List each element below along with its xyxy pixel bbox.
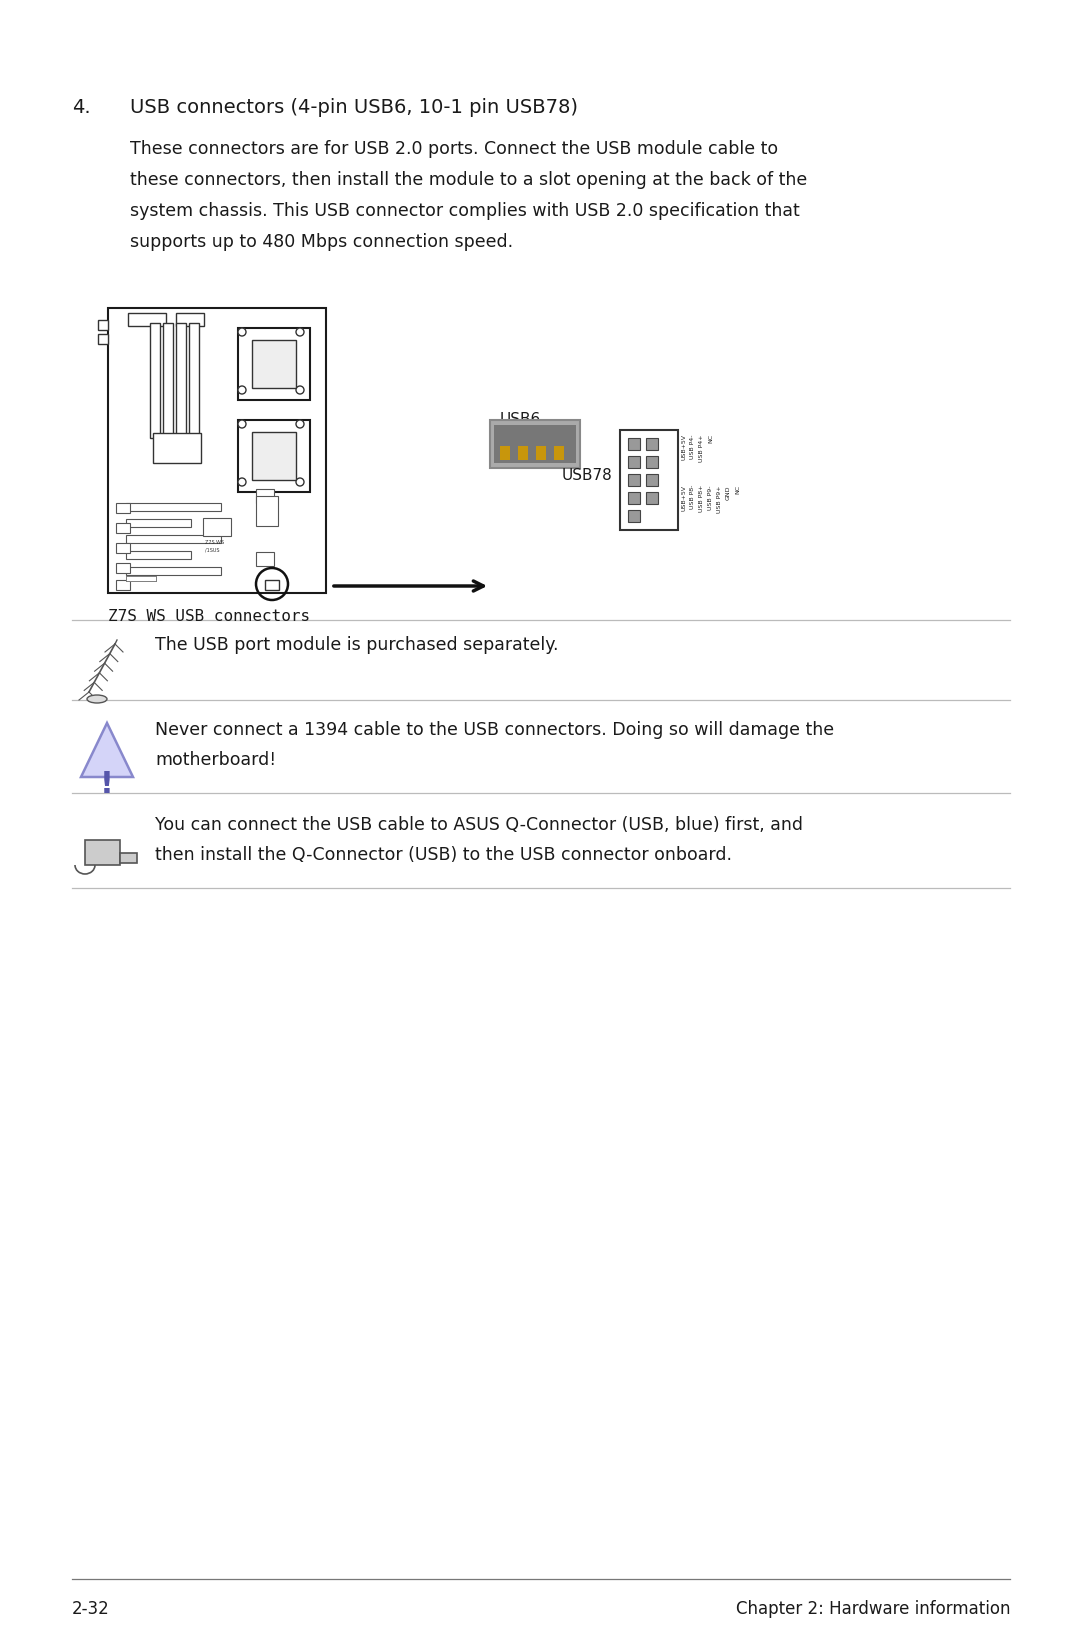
Bar bbox=[627, 456, 640, 469]
Bar bbox=[500, 446, 510, 460]
Text: system chassis. This USB connector complies with USB 2.0 specification that: system chassis. This USB connector compl… bbox=[130, 202, 800, 220]
Bar bbox=[627, 473, 640, 486]
Circle shape bbox=[296, 478, 303, 486]
Text: Chapter 2: Hardware information: Chapter 2: Hardware information bbox=[735, 1599, 1010, 1617]
Text: USB+5V: USB+5V bbox=[681, 485, 686, 511]
Text: Never connect a 1394 cable to the USB connectors. Doing so will damage the: Never connect a 1394 cable to the USB co… bbox=[156, 721, 834, 739]
Text: USB P9-: USB P9- bbox=[708, 485, 713, 509]
Bar bbox=[189, 324, 199, 438]
Bar bbox=[252, 340, 296, 387]
Bar bbox=[163, 324, 173, 438]
Polygon shape bbox=[81, 722, 133, 778]
Text: You can connect the USB cable to ASUS Q-Connector (USB, blue) first, and: You can connect the USB cable to ASUS Q-… bbox=[156, 817, 804, 835]
Bar bbox=[116, 522, 130, 534]
Bar bbox=[646, 438, 658, 451]
Bar bbox=[256, 552, 274, 566]
Text: !: ! bbox=[100, 770, 113, 799]
Bar bbox=[116, 543, 130, 553]
Bar bbox=[646, 473, 658, 486]
Text: USB connectors (4-pin USB6, 10-1 pin USB78): USB connectors (4-pin USB6, 10-1 pin USB… bbox=[130, 98, 578, 117]
Text: NC: NC bbox=[708, 434, 713, 443]
Bar bbox=[176, 324, 186, 438]
Text: USB P8-: USB P8- bbox=[690, 485, 696, 509]
Bar bbox=[126, 576, 156, 581]
Text: 2-32: 2-32 bbox=[72, 1599, 110, 1617]
Bar bbox=[176, 312, 204, 325]
Bar bbox=[256, 490, 274, 503]
Circle shape bbox=[296, 386, 303, 394]
Bar bbox=[150, 324, 160, 438]
Polygon shape bbox=[120, 853, 137, 862]
Bar bbox=[126, 566, 221, 574]
Text: these connectors, then install the module to a slot opening at the back of the: these connectors, then install the modul… bbox=[130, 171, 807, 189]
Bar bbox=[536, 446, 546, 460]
Circle shape bbox=[296, 329, 303, 337]
Bar bbox=[646, 491, 658, 504]
Text: GND: GND bbox=[726, 485, 731, 499]
Bar bbox=[494, 425, 576, 464]
Circle shape bbox=[238, 329, 246, 337]
Circle shape bbox=[238, 420, 246, 428]
Bar bbox=[126, 519, 191, 527]
Bar bbox=[126, 576, 156, 581]
Ellipse shape bbox=[87, 695, 107, 703]
Text: NC: NC bbox=[735, 485, 740, 495]
Bar bbox=[85, 840, 120, 866]
Bar bbox=[126, 503, 221, 511]
Bar bbox=[646, 456, 658, 469]
Bar bbox=[238, 329, 310, 400]
Text: then install the Q-Connector (USB) to the USB connector onboard.: then install the Q-Connector (USB) to th… bbox=[156, 846, 732, 864]
Bar bbox=[627, 438, 640, 451]
Bar bbox=[256, 496, 278, 526]
Text: 4.: 4. bbox=[72, 98, 91, 117]
Bar bbox=[252, 433, 296, 480]
Text: motherboard!: motherboard! bbox=[156, 752, 276, 770]
Bar bbox=[116, 563, 130, 573]
Bar bbox=[490, 420, 580, 469]
Text: These connectors are for USB 2.0 ports. Connect the USB module cable to: These connectors are for USB 2.0 ports. … bbox=[130, 140, 778, 158]
Bar bbox=[126, 552, 191, 560]
Text: USB6: USB6 bbox=[500, 412, 541, 426]
Bar bbox=[129, 312, 166, 325]
Text: Z7S WS USB connectors: Z7S WS USB connectors bbox=[108, 608, 310, 625]
Bar bbox=[116, 579, 130, 591]
Bar bbox=[116, 503, 130, 513]
Text: USB P9+: USB P9+ bbox=[717, 485, 723, 513]
Text: USB78: USB78 bbox=[562, 467, 612, 483]
Circle shape bbox=[238, 478, 246, 486]
Bar bbox=[627, 509, 640, 522]
Bar bbox=[98, 321, 108, 330]
Bar bbox=[627, 491, 640, 504]
Text: /1SUS: /1SUS bbox=[205, 547, 219, 552]
Bar bbox=[620, 430, 678, 530]
Bar bbox=[126, 576, 156, 581]
Bar bbox=[98, 334, 108, 343]
Bar bbox=[554, 446, 564, 460]
Bar bbox=[153, 433, 201, 464]
Text: Z7S WS: Z7S WS bbox=[205, 540, 225, 545]
Text: supports up to 480 Mbps connection speed.: supports up to 480 Mbps connection speed… bbox=[130, 233, 513, 251]
Text: USB P4-: USB P4- bbox=[690, 434, 696, 459]
Bar bbox=[108, 308, 326, 592]
Circle shape bbox=[238, 386, 246, 394]
Circle shape bbox=[296, 420, 303, 428]
Bar bbox=[126, 535, 221, 543]
Text: USB+5V: USB+5V bbox=[681, 434, 686, 460]
Bar bbox=[265, 579, 279, 591]
Bar bbox=[203, 517, 231, 535]
Text: USB P4+: USB P4+ bbox=[699, 434, 704, 462]
Bar bbox=[518, 446, 528, 460]
Text: The USB port module is purchased separately.: The USB port module is purchased separat… bbox=[156, 636, 558, 654]
Bar bbox=[238, 420, 310, 491]
Text: USB P8+: USB P8+ bbox=[699, 485, 704, 513]
